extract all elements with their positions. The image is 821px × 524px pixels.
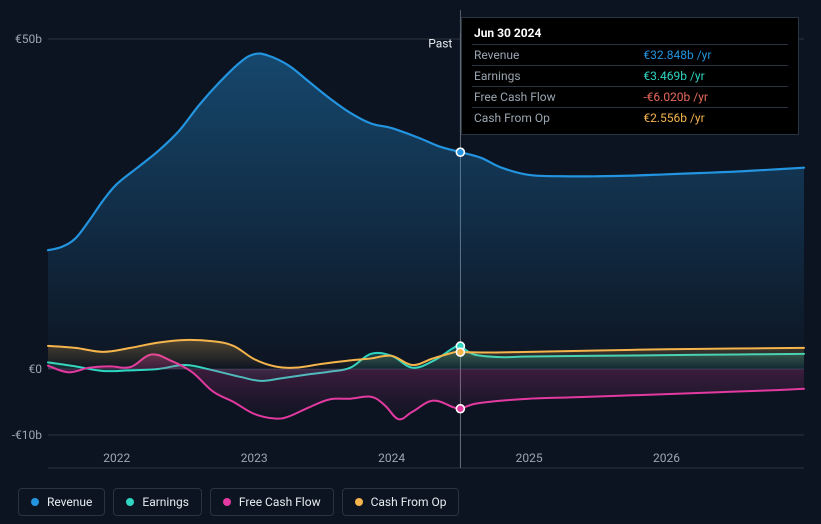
legend-swatch-icon — [355, 498, 363, 506]
legend-item-earnings[interactable]: Earnings — [113, 488, 202, 516]
tooltip-row-value: -€6.020b /yr — [641, 87, 788, 108]
legend-item-fcf[interactable]: Free Cash Flow — [210, 488, 334, 516]
svg-text:€0: €0 — [29, 362, 43, 376]
legend-item-label: Free Cash Flow — [239, 495, 321, 509]
legend-item-cfo[interactable]: Cash From Op — [342, 488, 460, 516]
tooltip-row: Cash From Op€2.556b /yr — [472, 108, 788, 129]
legend-swatch-icon — [223, 498, 231, 506]
svg-text:-€10b: -€10b — [12, 428, 43, 442]
legend-swatch-icon — [126, 498, 134, 506]
svg-text:2022: 2022 — [103, 451, 130, 465]
tooltip-row: Earnings€3.469b /yr — [472, 66, 788, 87]
svg-text:Past: Past — [428, 37, 452, 51]
tooltip-row-unit: /yr — [687, 69, 705, 83]
tooltip-row-unit: /yr — [687, 111, 705, 125]
svg-text:2025: 2025 — [516, 451, 543, 465]
svg-text:2026: 2026 — [653, 451, 680, 465]
tooltip-row-label: Revenue — [472, 45, 641, 66]
legend-item-revenue[interactable]: Revenue — [18, 488, 105, 516]
legend-item-label: Cash From Op — [371, 495, 447, 509]
chart-tooltip: Jun 30 2024 Revenue€32.848b /yrEarnings€… — [461, 17, 799, 135]
tooltip-row-label: Free Cash Flow — [472, 87, 641, 108]
tooltip-row-value: €32.848b /yr — [641, 45, 788, 66]
tooltip-row: Free Cash Flow-€6.020b /yr — [472, 87, 788, 108]
tooltip-row-value: €2.556b /yr — [641, 108, 788, 129]
legend-item-label: Revenue — [47, 495, 92, 509]
tooltip-row-unit: /yr — [694, 48, 712, 62]
tooltip-row-value: €3.469b /yr — [641, 66, 788, 87]
tooltip-date: Jun 30 2024 — [472, 24, 788, 44]
svg-text:2024: 2024 — [378, 451, 405, 465]
tooltip-row-unit: /yr — [690, 90, 708, 104]
svg-text:€50b: €50b — [15, 32, 42, 46]
legend-swatch-icon — [31, 498, 39, 506]
svg-text:2023: 2023 — [241, 451, 268, 465]
tooltip-row-label: Cash From Op — [472, 108, 641, 129]
tooltip-row: Revenue€32.848b /yr — [472, 45, 788, 66]
legend-item-label: Earnings — [142, 495, 189, 509]
tooltip-row-label: Earnings — [472, 66, 641, 87]
tooltip-table: Revenue€32.848b /yrEarnings€3.469b /yrFr… — [472, 44, 788, 128]
chart-legend: Revenue Earnings Free Cash Flow Cash From O… — [18, 488, 459, 516]
